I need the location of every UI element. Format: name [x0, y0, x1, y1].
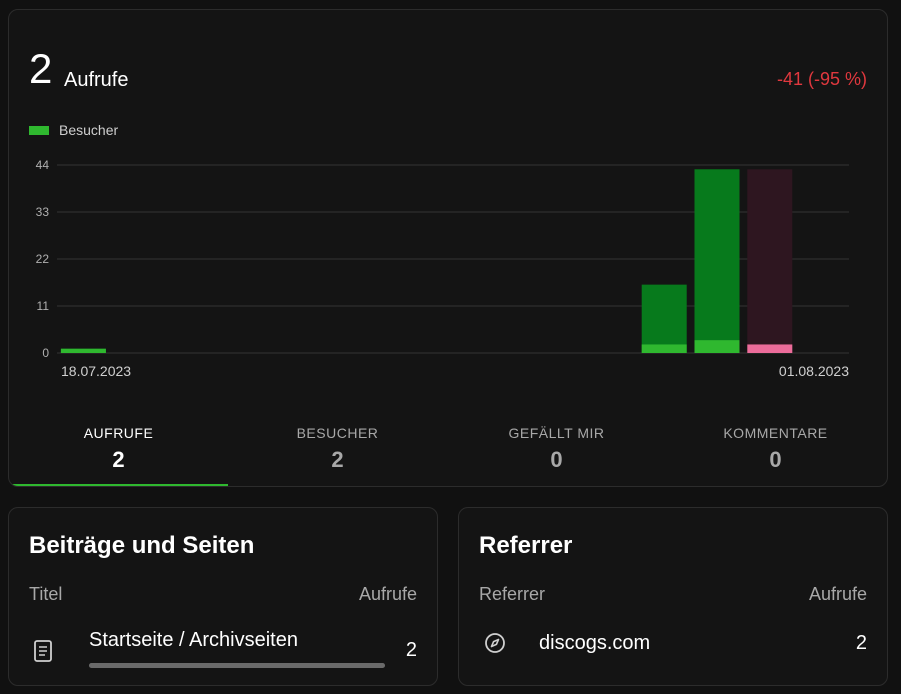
bar-views: [641, 284, 687, 353]
tab-label: GEFÄLLT MIR: [508, 425, 605, 441]
active-tab-indicator: [9, 484, 228, 486]
x-tick-label-start: 18.07.2023: [61, 363, 131, 379]
tab-value: 2: [331, 447, 344, 472]
total-count-label: Aufrufe: [64, 69, 129, 91]
tab-label: KOMMENTARE: [723, 425, 828, 441]
post-views: 2: [405, 639, 417, 661]
referrer-link[interactable]: discogs.com: [539, 632, 651, 654]
posts-column-title: Titel: [29, 584, 63, 604]
tab-kommentare[interactable]: KOMMENTARE 0: [666, 408, 885, 486]
tab-value: 0: [769, 447, 782, 472]
tab-value: 2: [112, 447, 125, 472]
y-tick-label: 0: [42, 346, 49, 360]
tab-label: BESUCHER: [296, 425, 379, 441]
bar-views: [694, 169, 740, 353]
bar-visitors: [747, 344, 793, 353]
delta-badge: -41 (-95 %): [776, 69, 867, 89]
stats-tabs: AUFRUFE 2 BESUCHER 2 GEFÄLLT MIR 0 KOMME…: [9, 408, 887, 486]
bar-visitors: [694, 340, 740, 353]
legend-swatch: [29, 125, 49, 135]
bar-visitors: [60, 348, 106, 353]
bar-views: [747, 169, 793, 353]
compass-icon: [485, 633, 505, 653]
referrer-column-views: Aufrufe: [808, 584, 867, 604]
y-tick-label: 11: [37, 299, 50, 313]
total-count: 2: [29, 45, 53, 92]
legend-label: Besucher: [59, 122, 119, 138]
post-share-fill: [89, 663, 385, 668]
tab-value: 0: [550, 447, 563, 472]
referrer-views: 2: [855, 632, 867, 654]
tab-gefaellt-mir[interactable]: GEFÄLLT MIR 0: [447, 408, 666, 486]
y-tick-label: 44: [36, 158, 50, 172]
bar-visitors: [641, 344, 687, 353]
posts-column-views: Aufrufe: [358, 584, 417, 604]
page-icon: [34, 640, 52, 662]
referrer-column-name: Referrer: [479, 584, 546, 604]
y-tick-label: 22: [36, 252, 50, 266]
referrer-card: Referrer Referrer Aufrufe discogs.com 2: [458, 507, 888, 686]
posts-card: Beiträge und Seiten Titel Aufrufe Starts…: [8, 507, 438, 686]
referrer-title: Referrer: [479, 532, 573, 559]
tab-label: AUFRUFE: [83, 425, 154, 441]
posts-title: Beiträge und Seiten: [29, 532, 255, 559]
x-tick-label-end: 01.08.2023: [779, 363, 849, 379]
tab-besucher[interactable]: BESUCHER 2: [228, 408, 447, 486]
tab-aufrufe[interactable]: AUFRUFE 2: [9, 408, 228, 486]
chart-legend: Besucher: [29, 122, 118, 138]
post-link[interactable]: Startseite / Archivseiten: [89, 629, 298, 651]
post-share-bar: [89, 663, 385, 668]
y-tick-label: 33: [36, 205, 50, 219]
bar-chart: 0 11 22 33 44 18.07.2023 01.08.2023: [36, 158, 850, 379]
stats-card: 2 Aufrufe -41 (-95 %) Besucher 0 11 22 33 44…: [8, 9, 888, 487]
